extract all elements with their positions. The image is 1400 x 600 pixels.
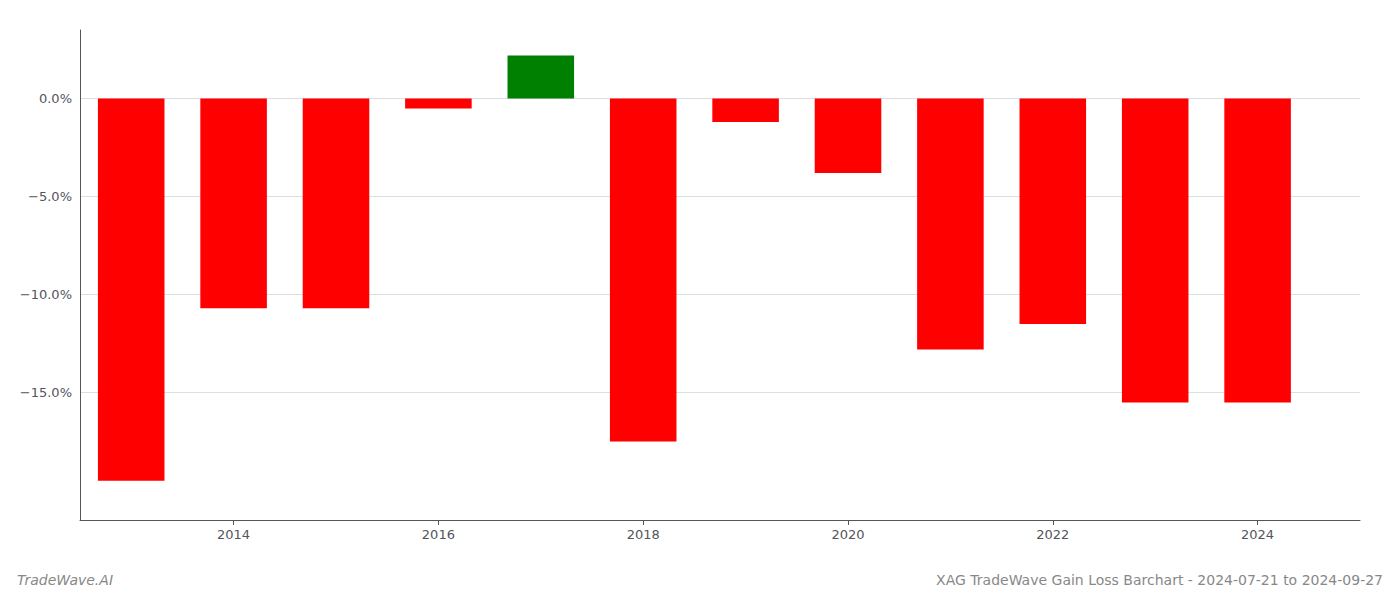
svg-text:0.0%: 0.0% bbox=[39, 91, 72, 106]
svg-text:TradeWave.AI: TradeWave.AI bbox=[17, 572, 113, 588]
svg-text:2024: 2024 bbox=[1241, 527, 1274, 542]
svg-text:2018: 2018 bbox=[627, 527, 660, 542]
svg-text:−15.0%: −15.0% bbox=[20, 385, 72, 400]
svg-text:2016: 2016 bbox=[422, 527, 455, 542]
svg-text:−10.0%: −10.0% bbox=[20, 287, 72, 302]
svg-text:XAG TradeWave Gain Loss Barcha: XAG TradeWave Gain Loss Barchart - 2024-… bbox=[936, 572, 1383, 588]
svg-text:2022: 2022 bbox=[1036, 527, 1069, 542]
svg-text:−5.0%: −5.0% bbox=[28, 189, 72, 204]
svg-text:2020: 2020 bbox=[831, 527, 864, 542]
svg-text:2014: 2014 bbox=[217, 527, 250, 542]
